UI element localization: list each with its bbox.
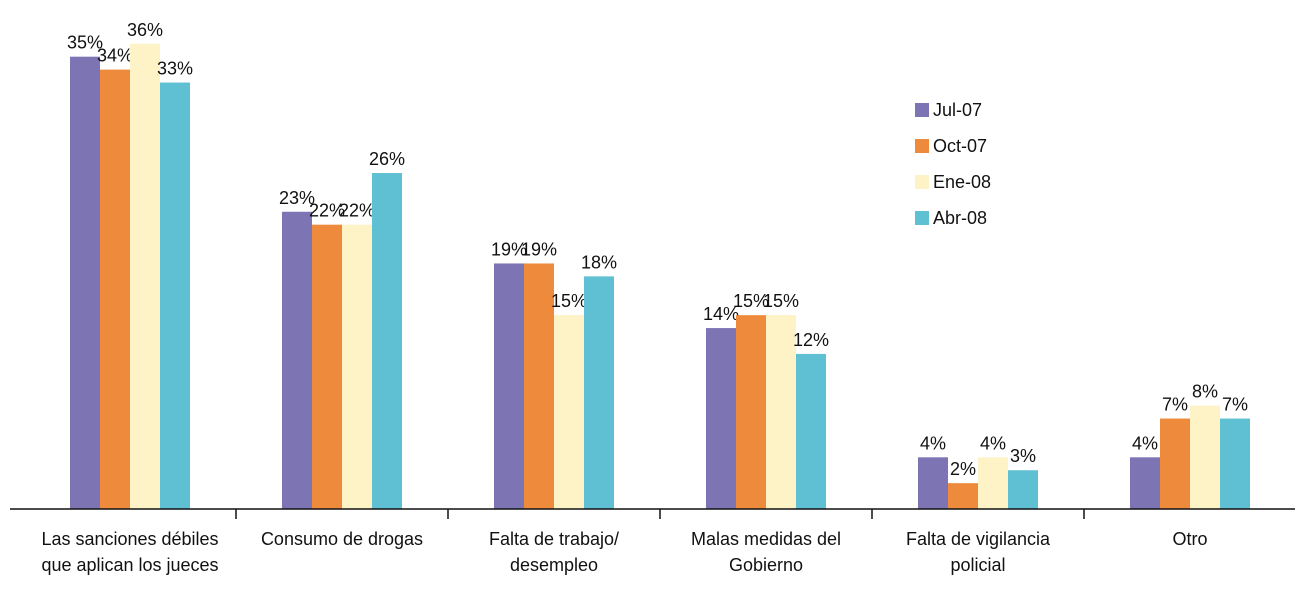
bar — [1220, 418, 1250, 509]
bar — [796, 353, 826, 509]
x-tick-label: Malas medidas del Gobierno — [690, 529, 842, 575]
data-label: 14% — [703, 304, 739, 324]
bar — [130, 43, 160, 510]
data-label: 4% — [980, 433, 1006, 453]
legend-label: Jul-07 — [933, 100, 982, 120]
data-label: 23% — [279, 188, 315, 208]
data-label: 7% — [1222, 395, 1248, 415]
data-label: 15% — [551, 291, 587, 311]
legend-swatch — [915, 211, 929, 225]
data-label: 34% — [97, 46, 133, 66]
bar — [1130, 457, 1160, 509]
data-label: 19% — [521, 239, 557, 259]
data-label: 33% — [157, 59, 193, 79]
data-label: 3% — [1010, 446, 1036, 466]
legend-swatch — [915, 103, 929, 117]
data-label: 4% — [920, 433, 946, 453]
x-tick-label: Consumo de drogas — [260, 529, 424, 549]
data-label: 15% — [733, 291, 769, 311]
bar — [918, 457, 948, 509]
bar — [736, 315, 766, 509]
data-label: 2% — [950, 459, 976, 479]
x-tick-label: Falta de vigilancia policial — [905, 529, 1051, 575]
data-label: 36% — [127, 20, 163, 40]
data-label: 22% — [339, 201, 375, 221]
bar — [978, 457, 1008, 509]
bar — [1190, 405, 1220, 509]
data-label: 19% — [491, 239, 527, 259]
x-tick-label: Las sanciones débiles que aplican los ju… — [41, 529, 219, 575]
data-label: 35% — [67, 33, 103, 53]
bar — [524, 263, 554, 509]
bar — [70, 56, 100, 509]
bar — [1008, 470, 1038, 509]
x-tick-label: Otro — [1172, 529, 1208, 549]
data-label: 4% — [1132, 433, 1158, 453]
bar — [1160, 418, 1190, 509]
data-label: 8% — [1192, 382, 1218, 402]
data-label: 18% — [581, 252, 617, 272]
legend-label: Oct-07 — [933, 136, 987, 156]
bar — [766, 315, 796, 509]
bar — [312, 224, 342, 509]
legend-swatch — [915, 139, 929, 153]
data-label: 26% — [369, 149, 405, 169]
bar — [342, 224, 372, 509]
data-label: 7% — [1162, 395, 1188, 415]
bar — [160, 82, 190, 510]
bar — [554, 315, 584, 509]
legend-label: Ene-08 — [933, 172, 991, 192]
data-label: 12% — [793, 330, 829, 350]
legend-swatch — [915, 175, 929, 189]
bar — [494, 263, 524, 509]
x-tick-label: Falta de trabajo/ desempleo — [488, 529, 620, 575]
data-label: 15% — [763, 291, 799, 311]
bar — [100, 69, 130, 509]
bar — [282, 211, 312, 509]
bar — [706, 328, 736, 509]
bar — [372, 173, 402, 509]
bar — [584, 276, 614, 509]
data-label: 22% — [309, 201, 345, 221]
legend-label: Abr-08 — [933, 208, 987, 228]
bar — [948, 483, 978, 509]
